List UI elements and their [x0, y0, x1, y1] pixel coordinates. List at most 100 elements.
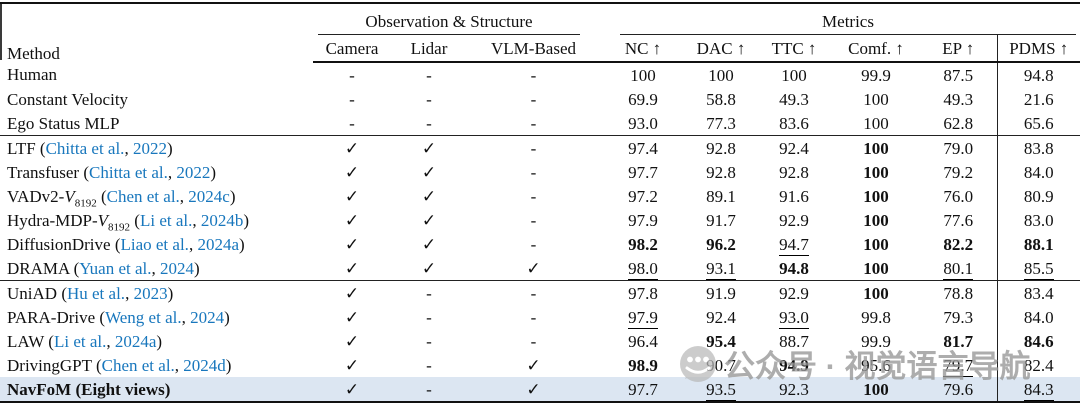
citation-link[interactable]: 2024 — [190, 307, 225, 327]
table-row: Human - - - 100 100 100 99.9 87.5 94.8 — [0, 62, 1080, 87]
metric-cell: 91.6 — [779, 186, 809, 206]
vlm-cell: - — [530, 307, 537, 327]
citation-link[interactable]: Chen et al. — [101, 355, 175, 375]
metric-cell: 97.2 — [628, 186, 658, 206]
metric-cell: 97.8 — [600, 280, 686, 305]
metric-cell: 77.6 — [943, 210, 974, 230]
script-v-symbol: V — [64, 186, 75, 206]
method-cell: LAW (Li et al., 2024a) — [7, 331, 163, 351]
group-header-observation: Observation & Structure — [313, 3, 600, 35]
metric-cell: 100 — [708, 65, 734, 85]
vlm-cell: - — [530, 186, 537, 206]
col-header-method: Method — [7, 44, 60, 63]
camera-cell: ✓ — [344, 234, 360, 254]
vlm-cell: - — [530, 65, 537, 85]
camera-cell: ✓ — [313, 135, 391, 160]
col-header-camera: Camera — [313, 35, 391, 63]
metric-cell: 84.0 — [996, 305, 1080, 329]
metric-cell: 49.3 — [779, 89, 809, 109]
script-v-symbol: V — [97, 210, 109, 230]
camera-cell: ✓ — [344, 210, 360, 230]
vlm-cell: - — [530, 331, 537, 351]
lidar-cell: - — [426, 355, 432, 375]
citation-link[interactable]: 2022 — [132, 138, 167, 158]
citation-link[interactable]: 2024a — [114, 331, 157, 351]
table-row: LTF (Chitta et al., 2022) ✓ ✓ -97.4 92.8 92.4… — [0, 135, 1080, 160]
citation-link[interactable]: 2024d — [183, 355, 226, 375]
metric-cell: 49.3 — [943, 89, 974, 109]
lidar-cell: - — [391, 280, 467, 305]
col-header-ttc: TTC ↑ — [756, 35, 832, 63]
citation-link[interactable]: 2023 — [133, 283, 168, 303]
citation-link[interactable]: 2024b — [200, 210, 244, 230]
metric-cell: 94.8 — [996, 62, 1080, 87]
metric-cell: 92.8 — [779, 162, 809, 182]
metric-cell: 96.2 — [706, 234, 736, 254]
table-row: DrivingGPT (Chen et al., 2024d) ✓ - ✓ 98.9 90… — [0, 353, 1080, 377]
citation-link[interactable]: Chitta et al. — [89, 162, 168, 182]
metric-cell: 83.8 — [996, 135, 1080, 160]
camera-cell: - — [349, 65, 355, 85]
vlm-cell: - — [530, 162, 537, 182]
metric-cell: 94.7 — [779, 234, 809, 256]
metric-cell: 65.6 — [996, 111, 1080, 136]
metric-cell: 93.0 — [779, 307, 809, 329]
metric-cell: 62.8 — [943, 113, 974, 133]
lidar-cell: - — [426, 89, 432, 109]
camera-cell: ✓ — [344, 186, 360, 206]
citation-link[interactable]: Liao et al. — [120, 234, 189, 254]
citation-link[interactable]: Li et al. — [139, 210, 193, 230]
metric-cell: 91.9 — [686, 280, 756, 305]
col-header-comf: Comf. ↑ — [832, 35, 920, 63]
lidar-cell: ✓ — [421, 186, 437, 206]
vlm-cell: - — [530, 234, 537, 254]
table-row: VADv2-V8192 (Chen et al., 2024c) ✓ ✓ - 97.2 8… — [0, 184, 1080, 208]
group-header-metrics: Metrics — [600, 3, 1080, 35]
camera-cell: ✓ — [344, 307, 360, 327]
col-header-vlm-based: VLM-Based — [467, 35, 600, 63]
metric-cell: 88.7 — [779, 331, 809, 351]
metric-cell: 83.6 — [779, 113, 809, 133]
metric-cell: 82.4 — [996, 353, 1080, 377]
metric-cell: 92.4 — [706, 307, 736, 327]
metric-cell: 98.9 — [628, 355, 658, 375]
metric-cell: 84.0 — [996, 160, 1080, 184]
citation-link[interactable]: 2024c — [188, 186, 230, 206]
citation-link[interactable]: Chen et al. — [106, 186, 180, 206]
citation-link[interactable]: 2024a — [197, 234, 239, 254]
metric-cell: 100 — [781, 65, 807, 85]
vlm-cell: ✓ — [526, 258, 541, 278]
vlm-cell: ✓ — [467, 377, 600, 402]
metric-cell: 97.9 — [628, 210, 658, 230]
citation-link[interactable]: 2022 — [176, 162, 211, 182]
method-cell: Constant Velocity — [7, 89, 129, 109]
metric-cell: 95.4 — [706, 331, 736, 351]
citation-link[interactable]: Hu et al. — [66, 283, 126, 303]
table-row: LAW (Li et al., 2024a) ✓ - - 96.4 95.4 88.7 99.… — [0, 329, 1080, 353]
metric-cell: 100 — [832, 377, 920, 402]
method-cell: Hydra-MDP-V8192 (Li et al., 2024b) — [7, 210, 250, 233]
metric-cell: 94.9 — [779, 355, 809, 375]
vlm-cell: - — [530, 89, 537, 109]
metric-cell: 91.7 — [706, 210, 736, 230]
camera-cell: ✓ — [344, 331, 360, 351]
metric-cell: 100 — [832, 280, 920, 305]
metric-cell: 92.3 — [756, 377, 832, 402]
lidar-cell: - — [391, 377, 467, 402]
citation-link[interactable]: 2024 — [160, 258, 195, 278]
citation-link[interactable]: Weng et al. — [105, 307, 182, 327]
metric-cell: 79.0 — [920, 135, 997, 160]
vlm-cell: - — [530, 113, 537, 133]
vlm-cell: ✓ — [526, 355, 541, 375]
table-row: UniAD (Hu et al., 2023) ✓ - -97.8 91.9 92.9 10… — [0, 280, 1080, 305]
lidar-cell: - — [426, 65, 432, 85]
lidar-cell: ✓ — [421, 234, 437, 254]
metric-cell: 92.8 — [706, 162, 736, 182]
citation-link[interactable]: Chitta et al. — [45, 138, 125, 158]
metric-cell: 92.9 — [756, 280, 832, 305]
citation-link[interactable]: Yuan et al. — [79, 258, 152, 278]
citation-link[interactable]: Li et al. — [53, 331, 107, 351]
metric-cell: 82.2 — [943, 234, 974, 254]
